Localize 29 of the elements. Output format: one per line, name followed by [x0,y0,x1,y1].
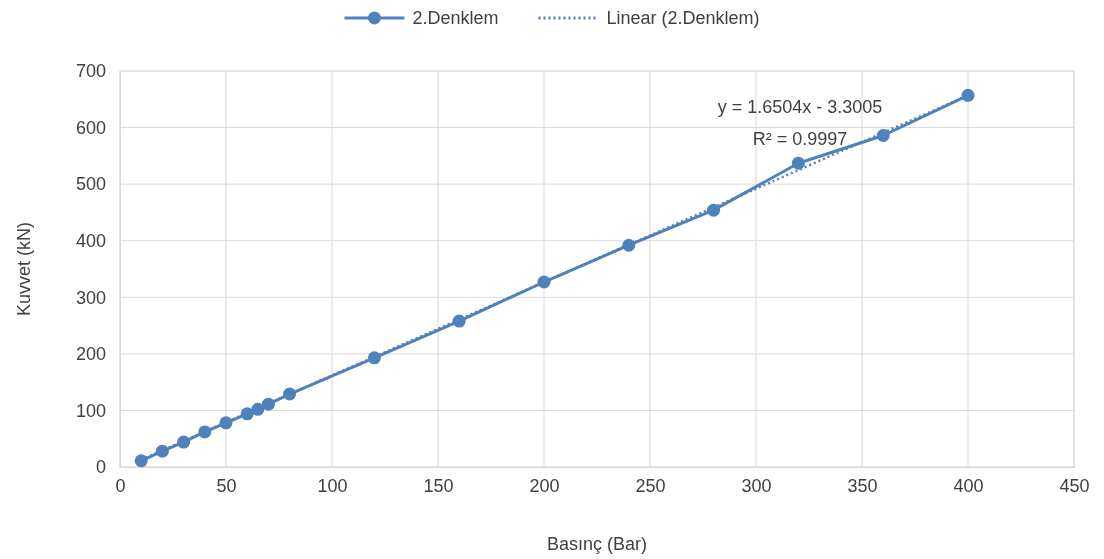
x-tick-label: 400 [953,475,984,496]
x-tick-label: 300 [741,475,772,496]
x-tick-label: 250 [635,475,666,496]
x-tick-label: 200 [529,475,560,496]
x-tick-label: 0 [115,475,126,496]
y-tick-label: 0 [95,457,106,478]
x-tick-label: 150 [423,475,454,496]
annotation: R² = 0.9997 [752,129,848,149]
y-tick-label: 200 [75,344,106,365]
point [961,88,975,102]
x-tick-label: 50 [216,475,237,496]
point [261,397,275,411]
x-tick-label: 100 [317,475,348,496]
legend-label: 2.Denklem [412,8,499,29]
x-tick-label: 350 [847,475,878,496]
y-tick-label: 300 [75,287,106,308]
point [791,156,805,170]
x-axis-title: Basınç (Bar) [546,534,648,554]
y-tick-label: 400 [75,230,106,251]
y-tick-label: 700 [75,61,106,82]
y-tick-label: 100 [75,400,106,421]
y-tick-label: 600 [75,117,106,138]
point [134,454,148,468]
y-axis-title: Kuvvet (kN) [14,221,34,317]
x-tick-label: 450 [1059,475,1090,496]
annotation: y = 1.6504x - 3.3005 [717,97,883,117]
y-tick-label: 500 [75,174,106,195]
legend-label: Linear (2.Denklem) [606,8,760,29]
point [876,128,890,142]
